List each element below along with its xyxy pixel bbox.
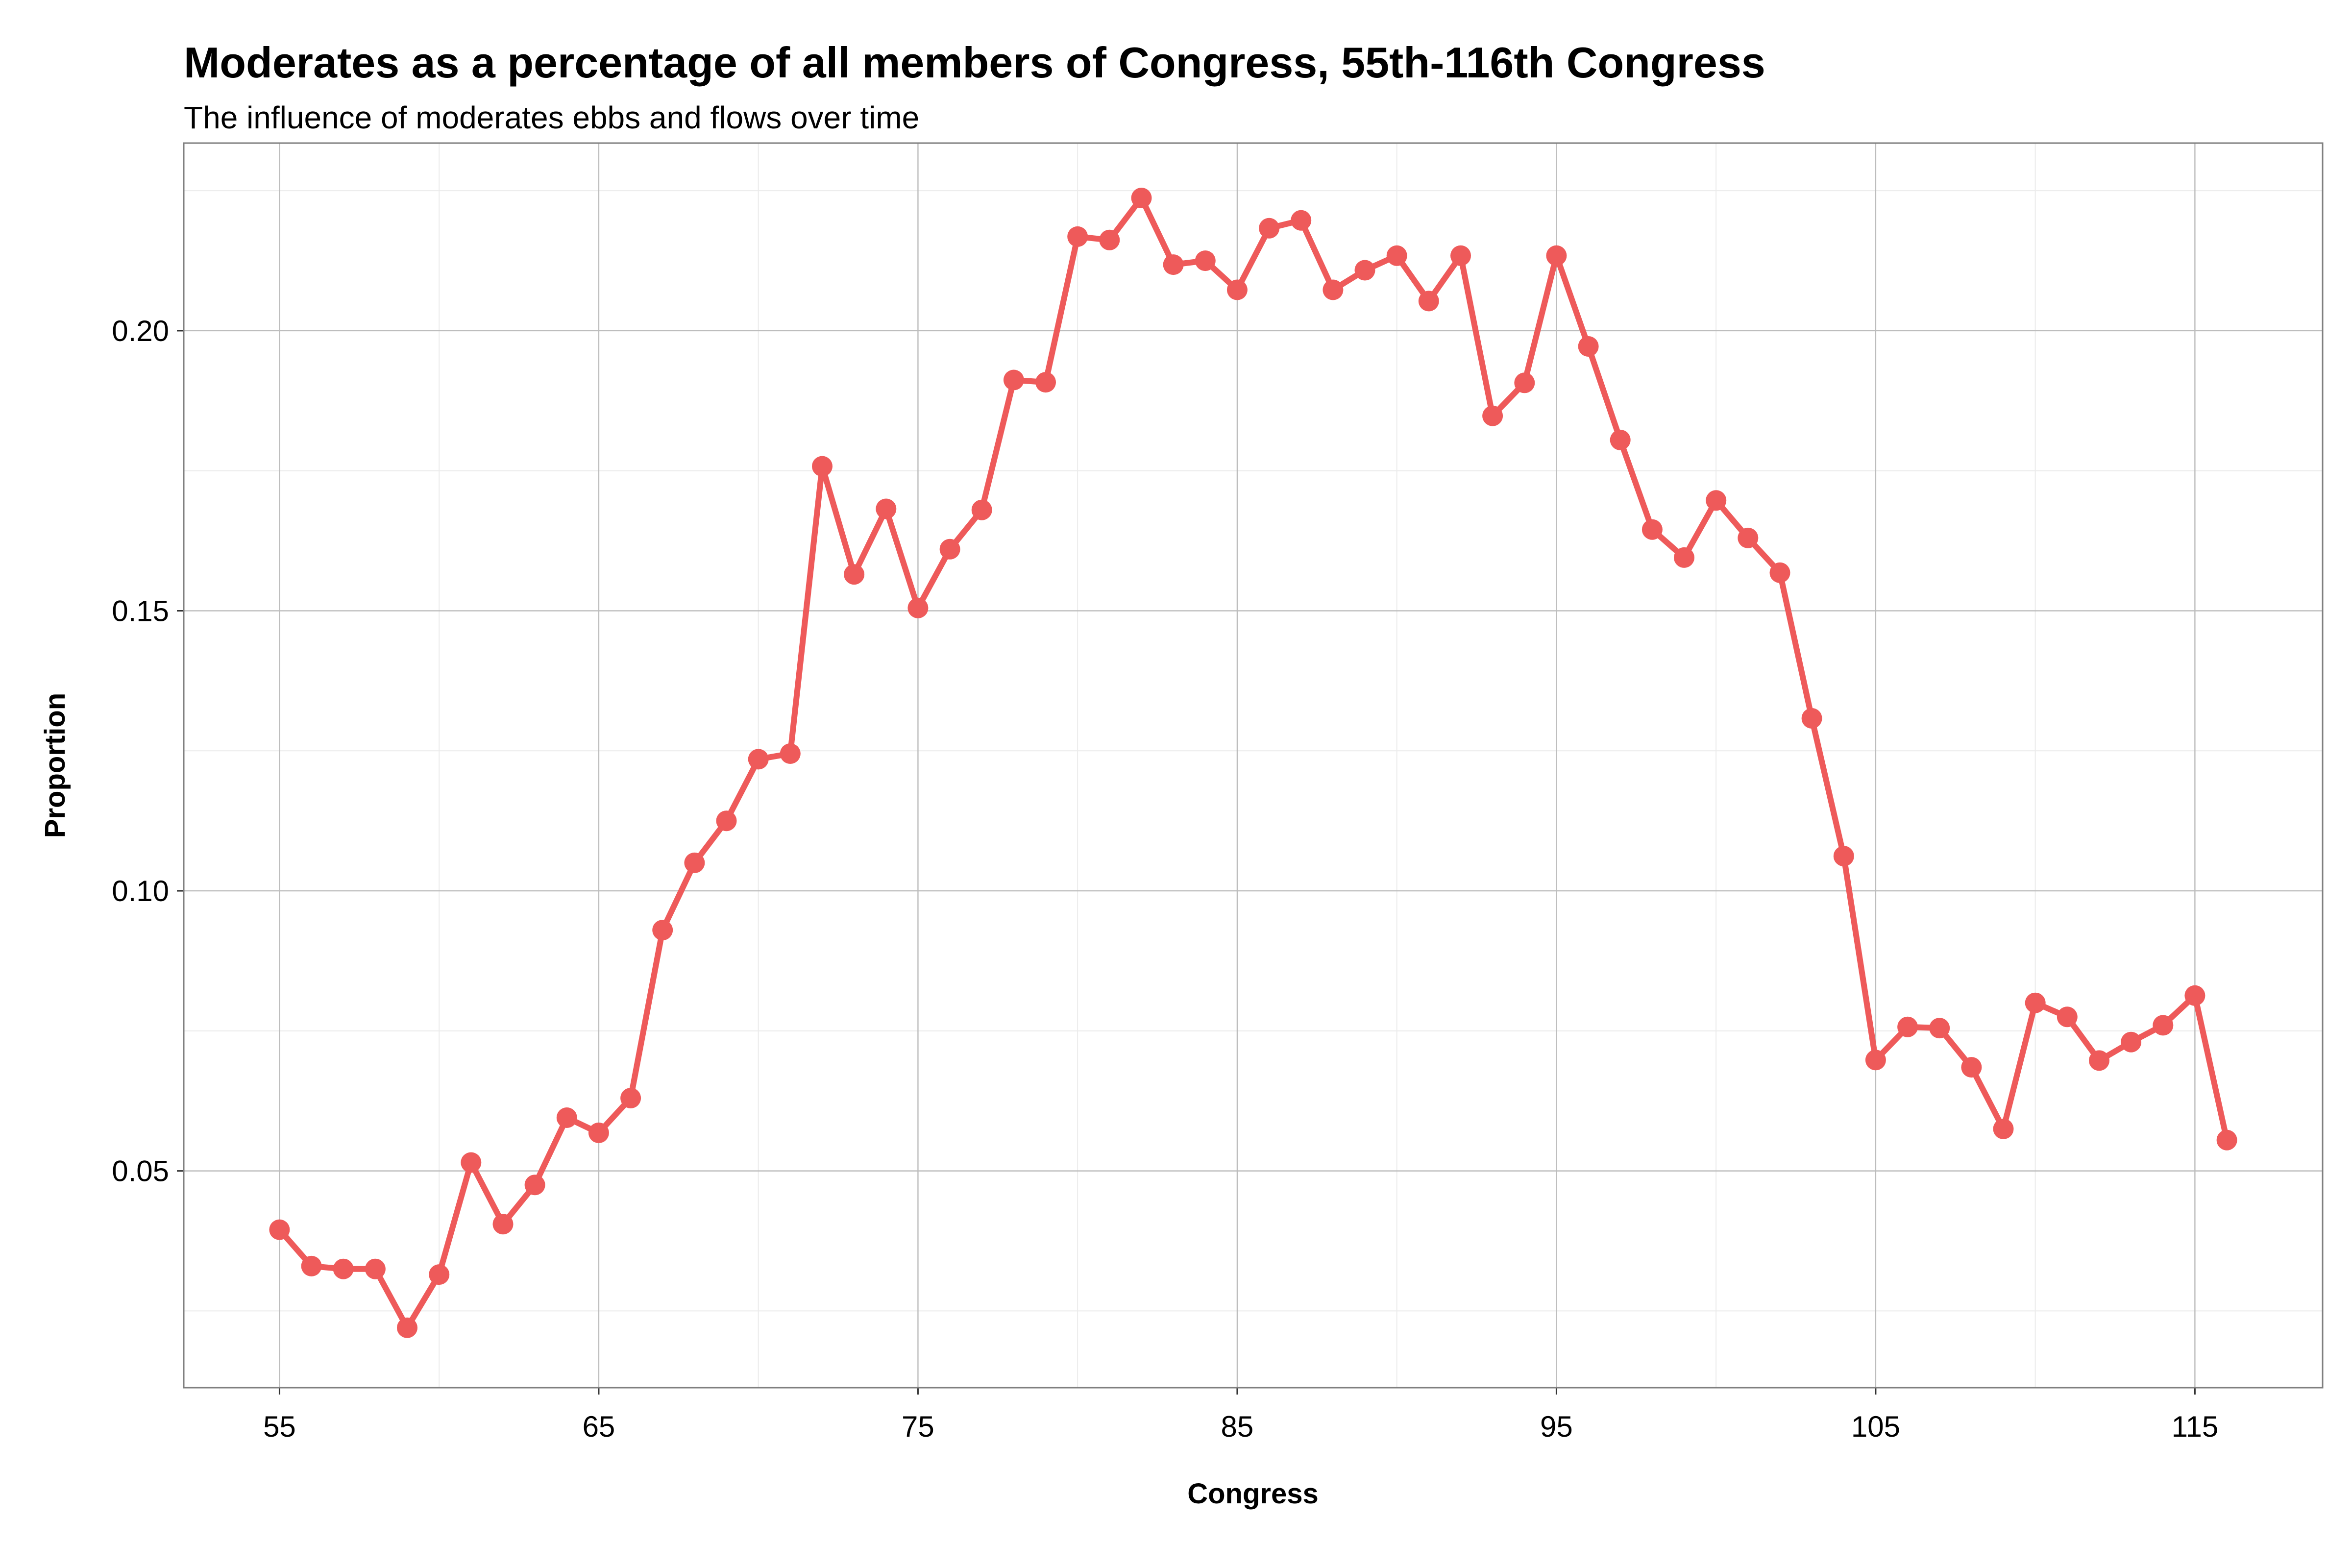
data-point	[2089, 1050, 2109, 1071]
data-point	[939, 539, 960, 560]
y-tick-label: 0.20	[112, 315, 169, 347]
grid	[184, 143, 2323, 1388]
data-point	[1833, 846, 1854, 867]
data-point	[812, 456, 833, 477]
y-tick-label: 0.10	[112, 875, 169, 907]
x-tick-label: 95	[1540, 1410, 1573, 1443]
data-point	[1163, 254, 1184, 275]
data-point	[652, 920, 673, 941]
data-point	[1226, 279, 1248, 300]
data-point	[1961, 1057, 1982, 1078]
x-tick-label: 105	[1851, 1410, 1900, 1443]
data-point	[269, 1219, 290, 1240]
data-point	[1610, 429, 1631, 450]
data-point	[1195, 250, 1216, 271]
data-point	[1865, 1050, 1886, 1071]
data-point	[907, 597, 929, 618]
data-point	[971, 499, 992, 520]
data-point	[1323, 279, 1344, 300]
data-point	[1674, 547, 1694, 568]
data-point	[524, 1175, 545, 1196]
data-point	[2216, 1129, 2237, 1151]
data-point	[1035, 372, 1056, 393]
data-point	[333, 1258, 354, 1279]
data-point	[1003, 369, 1024, 391]
x-tick-label: 75	[902, 1410, 934, 1443]
data-point	[1099, 229, 1120, 250]
data-point	[301, 1255, 322, 1276]
x-tick-label: 65	[583, 1410, 615, 1443]
data-point	[429, 1264, 450, 1285]
data-point	[461, 1152, 482, 1173]
data-point	[588, 1122, 609, 1143]
plot-panel-border	[183, 142, 2324, 1389]
data-point	[1993, 1118, 2014, 1139]
data-point	[2184, 985, 2205, 1006]
data-point	[1354, 260, 1375, 281]
data-point	[1738, 527, 1759, 548]
data-point	[1769, 562, 1790, 583]
y-tick-label: 0.15	[112, 595, 169, 628]
data-point	[1929, 1018, 1950, 1039]
data-point	[365, 1258, 386, 1279]
data-point	[748, 749, 769, 770]
data-point	[1578, 336, 1599, 357]
x-tick-label: 55	[263, 1410, 296, 1443]
data-point	[556, 1107, 577, 1128]
chart-subtitle: The influence of moderates ebbs and flow…	[184, 100, 919, 135]
data-point	[397, 1317, 417, 1338]
data-point	[2121, 1031, 2142, 1053]
axes: 55 65 75 85 95 105 115 0.05 0.10 0.15 0.20	[112, 315, 2218, 1443]
data-point	[716, 810, 737, 832]
data-point	[1291, 210, 1312, 231]
data-point	[1131, 188, 1152, 208]
data-point	[1067, 226, 1088, 247]
series-line	[276, 195, 2230, 1331]
data-point	[1482, 405, 1503, 426]
x-tick-label: 115	[2172, 1410, 2219, 1443]
data-point	[876, 498, 897, 519]
data-point	[780, 743, 801, 764]
y-axis-title: Proportion	[39, 693, 71, 838]
data-point	[2153, 1015, 2174, 1036]
data-point	[1706, 490, 1727, 511]
data-point	[1642, 519, 1663, 540]
chart-title: Moderates as a percentage of all members…	[184, 38, 1765, 87]
data-point	[1386, 245, 1407, 266]
y-tick-label: 0.05	[112, 1155, 169, 1188]
data-point	[1801, 708, 1822, 729]
data-point	[1546, 245, 1567, 266]
data-point	[2057, 1006, 2078, 1028]
data-point	[1897, 1016, 1918, 1037]
data-point	[620, 1088, 641, 1108]
data-point	[1450, 245, 1471, 266]
data-point	[844, 564, 865, 585]
data-point	[1418, 291, 1439, 312]
x-tick-label: 85	[1221, 1410, 1254, 1443]
data-point	[492, 1214, 514, 1235]
data-point	[684, 852, 705, 873]
series-moderates	[269, 188, 2237, 1338]
x-axis-title: Congress	[1187, 1478, 1319, 1510]
data-point	[1514, 372, 1535, 393]
data-point	[1259, 218, 1280, 239]
data-point	[2025, 992, 2046, 1013]
